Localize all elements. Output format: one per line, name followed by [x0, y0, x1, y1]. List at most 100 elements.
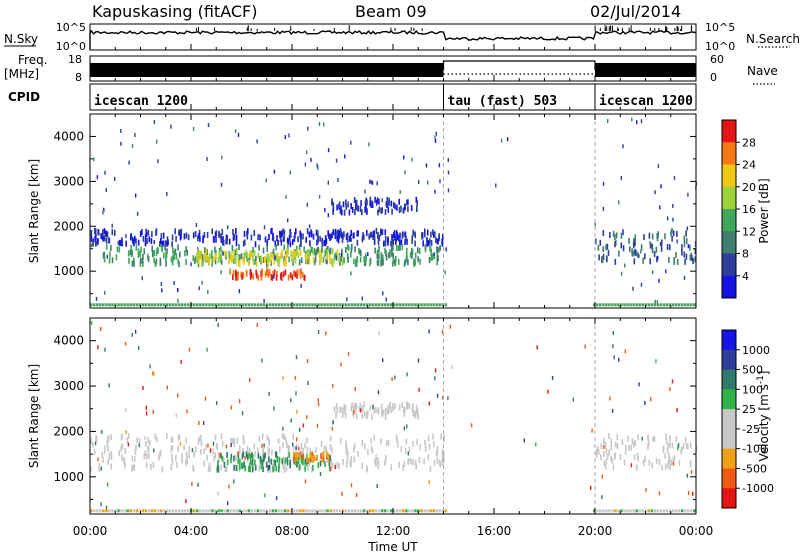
velocity-cell [405, 438, 408, 445]
power-cell [320, 257, 322, 263]
power-cell [376, 252, 379, 259]
power-ground-cell [332, 303, 335, 307]
power-cell [442, 233, 444, 240]
power-scatter [335, 255, 338, 260]
velocity-cell [665, 438, 668, 445]
velocity-cell [662, 446, 665, 453]
power-cell [336, 235, 338, 242]
power-ground-cell [211, 303, 214, 307]
power-cell [264, 256, 266, 263]
power-ground-cell [680, 303, 684, 307]
power-cell [392, 244, 394, 251]
power-ground-cell [420, 303, 423, 307]
velocity-cell [186, 455, 188, 462]
power-cell [398, 258, 400, 265]
velocity-cell [682, 443, 685, 450]
power-scatter [136, 211, 139, 216]
velocity-scatter [294, 453, 297, 458]
velocity-colorbar-tick-label: 1000 [742, 344, 770, 357]
velocity-scatter [180, 359, 182, 364]
power-scatter [327, 148, 330, 153]
power-scatter [683, 275, 686, 280]
velocity-scatter [650, 397, 652, 402]
power-scatter [344, 154, 346, 159]
power-ground-cell [593, 303, 596, 307]
velocity-ground-cell [296, 509, 299, 513]
power-cell [177, 258, 179, 265]
power-cell [438, 233, 440, 240]
velocity-scatter [241, 411, 244, 416]
power-cell [380, 259, 382, 266]
power-cell [128, 257, 130, 264]
velocity-cell [361, 440, 363, 447]
velocity-cell [631, 438, 634, 445]
power-cell [428, 239, 430, 246]
velocity-ground-cell [114, 509, 117, 513]
power-cell [247, 259, 250, 266]
power-cell [288, 256, 290, 263]
velocity-scatter [590, 485, 592, 490]
power-scatter [141, 276, 143, 281]
velocity-cell [206, 454, 208, 461]
power-cell [341, 236, 344, 243]
power-ground-cell [120, 303, 123, 307]
power-cell [131, 260, 134, 267]
velocity-scatter [314, 456, 316, 461]
time-axis-label: Time UT [367, 540, 418, 554]
velocity-cell [339, 437, 342, 444]
power-scatter [602, 206, 605, 211]
power-cell [384, 229, 387, 236]
power-cell [636, 251, 639, 258]
power-cell [275, 274, 278, 281]
velocity-cell [215, 442, 218, 449]
power-cell [115, 254, 118, 261]
power-cell [198, 233, 200, 239]
velocity-cell [336, 461, 339, 468]
power-cell [214, 246, 216, 253]
velocity-cell [346, 461, 348, 468]
power-scatter [266, 263, 268, 268]
power-ground-cell [223, 303, 226, 307]
velocity-scatter [145, 411, 148, 416]
power-ground-cell [253, 303, 257, 307]
velocity-ground-cell [405, 509, 408, 513]
power-cell [186, 249, 188, 256]
power-cell [386, 196, 389, 203]
velocity-scatter [216, 401, 218, 406]
velocity-ground-cell [220, 509, 223, 513]
power-cell [294, 232, 296, 239]
power-cell [361, 209, 363, 216]
power-ground-cell [338, 303, 341, 307]
power-cell [620, 242, 623, 249]
velocity-scatter [124, 341, 127, 346]
velocity-scatter [144, 436, 146, 440]
power-scatter [376, 181, 378, 186]
power-ground-cell [296, 303, 299, 307]
velocity-cell [221, 440, 224, 447]
power-ground-cell [250, 303, 254, 307]
velocity-cell [323, 446, 326, 453]
power-cell [287, 274, 290, 281]
power-scatter [649, 241, 651, 246]
power-ground-cell [129, 303, 132, 307]
power-cell [348, 209, 351, 216]
power-colorbar-block [722, 231, 736, 254]
power-cell [319, 255, 321, 262]
velocity-scatter [350, 483, 353, 488]
velocity-cell [415, 408, 418, 415]
power-cell [365, 203, 367, 210]
power-scatter [324, 208, 326, 212]
velocity-cell [613, 453, 616, 460]
velocity-cell [329, 444, 332, 450]
power-cell [198, 249, 200, 256]
velocity-cell [432, 433, 434, 440]
velocity-cell [637, 434, 639, 440]
velocity-cell [685, 442, 688, 449]
velocity-cell [138, 438, 141, 445]
velocity-ground-cell [111, 509, 114, 513]
power-cell [192, 232, 195, 239]
power-cell [240, 271, 242, 278]
power-cell [430, 254, 432, 261]
velocity-cell [317, 462, 320, 469]
velocity-cell [230, 453, 233, 460]
